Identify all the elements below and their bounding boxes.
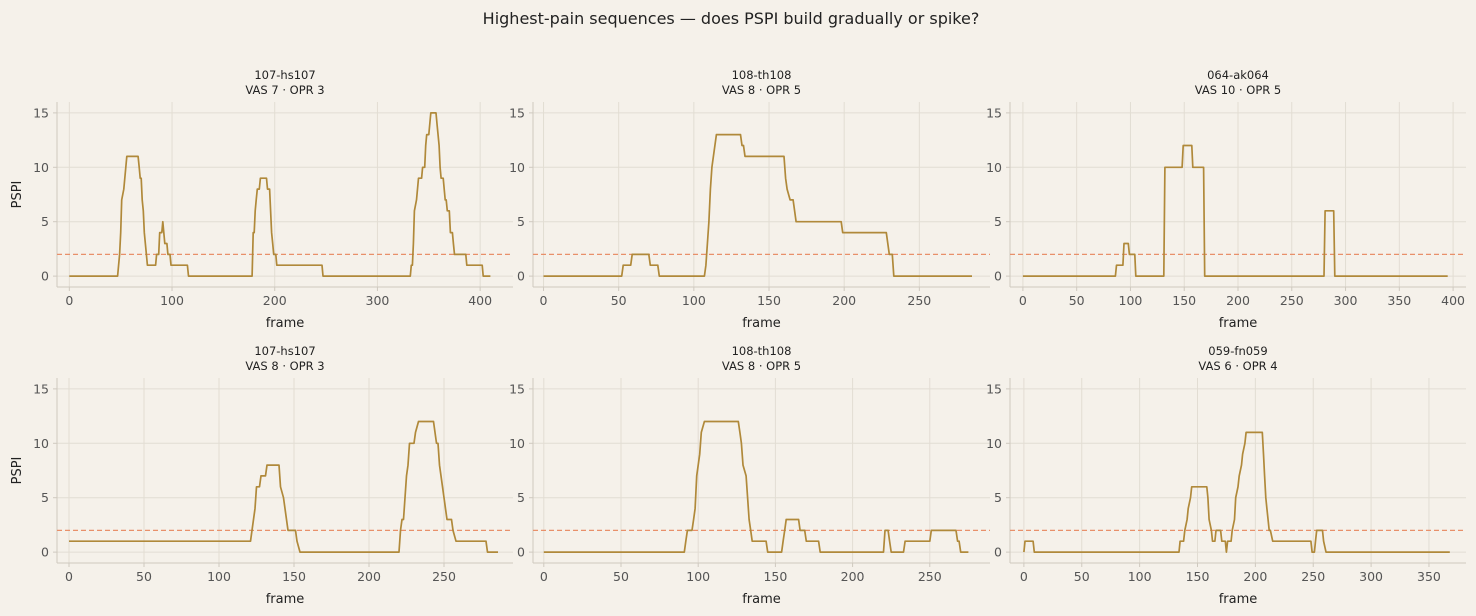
y-tick-label: 5 (994, 214, 1002, 229)
y-tick-label: 5 (994, 490, 1002, 505)
y-tick-label: 0 (994, 269, 1002, 284)
x-tick-label: 50 (1074, 569, 1090, 584)
x-axis-label: frame (742, 316, 781, 331)
panel-title-line: VAS 8 · OPR 5 (722, 359, 801, 373)
y-tick-label: 10 (509, 160, 525, 175)
x-tick-label: 100 (160, 293, 184, 308)
y-tick-label: 5 (517, 490, 525, 505)
x-axis-label: frame (266, 592, 305, 607)
pspi-series-line (543, 133, 972, 277)
pspi-series-line (1022, 144, 1448, 277)
y-tick-label: 0 (41, 269, 49, 284)
x-tick-label: 400 (1441, 293, 1465, 308)
x-tick-label: 100 (1128, 569, 1152, 584)
y-tick-label: 10 (33, 160, 49, 175)
x-tick-label: 50 (611, 293, 627, 308)
x-tick-label: 200 (263, 293, 287, 308)
y-tick-label: 5 (41, 214, 49, 229)
x-tick-label: 200 (1226, 293, 1250, 308)
y-tick-label: 10 (33, 436, 49, 451)
panel-title-line: VAS 8 · OPR 5 (722, 83, 801, 97)
x-axis-label: frame (266, 316, 305, 331)
x-tick-label: 250 (432, 569, 456, 584)
x-tick-label: 300 (1359, 569, 1383, 584)
x-tick-label: 350 (1387, 293, 1411, 308)
panel-title-line: VAS 6 · OPR 4 (1198, 359, 1277, 373)
x-tick-label: 0 (540, 293, 548, 308)
y-tick-label: 15 (986, 105, 1002, 120)
panel-title-line: 064-ak064 (1207, 68, 1269, 82)
panel-title-line: VAS 10 · OPR 5 (1195, 83, 1282, 97)
figure-suptitle: Highest-pain sequences — does PSPI build… (483, 9, 980, 28)
panel-title-line: 059-fn059 (1208, 344, 1267, 358)
pspi-series-line (69, 420, 498, 553)
x-tick-label: 100 (682, 293, 706, 308)
x-tick-label: 50 (1069, 293, 1085, 308)
x-tick-label: 150 (282, 569, 306, 584)
x-tick-label: 150 (1172, 293, 1196, 308)
x-tick-label: 200 (832, 293, 856, 308)
x-axis-label: frame (1219, 592, 1258, 607)
x-tick-label: 250 (1301, 569, 1325, 584)
x-tick-label: 400 (468, 293, 492, 308)
x-tick-label: 0 (65, 293, 73, 308)
panel-title-line: VAS 8 · OPR 3 (245, 359, 324, 373)
y-tick-label: 0 (41, 545, 49, 560)
x-axis-label: frame (1219, 316, 1258, 331)
x-tick-label: 200 (357, 569, 381, 584)
x-tick-label: 0 (540, 569, 548, 584)
x-tick-label: 0 (65, 569, 73, 584)
x-tick-label: 100 (1119, 293, 1143, 308)
panel-title-line: 108-th108 (732, 68, 792, 82)
x-tick-label: 200 (841, 569, 865, 584)
y-tick-label: 0 (517, 269, 525, 284)
x-axis-label: frame (742, 592, 781, 607)
y-tick-label: 0 (994, 545, 1002, 560)
x-tick-label: 300 (1334, 293, 1358, 308)
y-tick-label: 5 (517, 214, 525, 229)
x-tick-label: 100 (207, 569, 231, 584)
panel-title-line: 107-hs107 (254, 68, 315, 82)
pspi-series-line (69, 112, 491, 277)
x-tick-label: 250 (918, 569, 942, 584)
x-tick-label: 200 (1243, 569, 1267, 584)
x-tick-label: 150 (763, 569, 787, 584)
x-tick-label: 0 (1020, 569, 1028, 584)
y-tick-label: 10 (986, 436, 1002, 451)
x-tick-label: 300 (366, 293, 390, 308)
pspi-series-line (543, 420, 969, 553)
x-tick-label: 250 (907, 293, 931, 308)
y-axis-label: PSPI (10, 181, 25, 209)
pspi-series-line (1023, 431, 1450, 553)
x-tick-label: 50 (613, 569, 629, 584)
y-tick-label: 15 (509, 381, 525, 396)
panel-6: 0 50 100 150 200 250 300 350 0 5 10 15 059-fn059VAS … (986, 344, 1466, 607)
y-tick-label: 5 (41, 490, 49, 505)
y-tick-label: 15 (33, 381, 49, 396)
x-tick-label: 0 (1019, 293, 1027, 308)
x-tick-label: 150 (757, 293, 781, 308)
y-tick-label: 15 (33, 105, 49, 120)
y-tick-label: 15 (986, 381, 1002, 396)
y-axis-label: PSPI (10, 457, 25, 485)
y-tick-label: 10 (986, 160, 1002, 175)
y-tick-label: 0 (517, 545, 525, 560)
x-tick-label: 350 (1417, 569, 1441, 584)
y-tick-label: 15 (509, 105, 525, 120)
panel-title-line: VAS 7 · OPR 3 (245, 83, 324, 97)
x-tick-label: 50 (136, 569, 152, 584)
panel-3: 0 50 100 150 200 250 300 350 400 0 5 10 15 064-ak064V… (986, 68, 1466, 331)
x-tick-label: 250 (1280, 293, 1304, 308)
panel-title-line: 108-th108 (732, 344, 792, 358)
y-tick-label: 10 (509, 436, 525, 451)
x-tick-label: 100 (686, 569, 710, 584)
panel-title-line: 107-hs107 (254, 344, 315, 358)
x-tick-label: 150 (1186, 569, 1210, 584)
